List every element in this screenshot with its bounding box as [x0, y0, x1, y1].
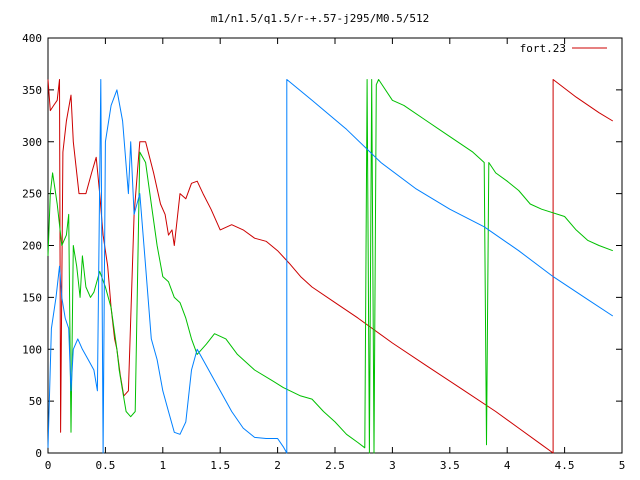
y-tick-label: 400 [22, 32, 42, 45]
y-tick-label: 150 [22, 291, 42, 304]
x-tick-label: 1 [159, 459, 166, 472]
x-tick-label: 2.5 [325, 459, 345, 472]
plot-frame [47, 37, 623, 454]
x-tick-label: 0.5 [95, 459, 115, 472]
series-line-3 [47, 79, 614, 454]
x-tick-label: 4 [504, 459, 511, 472]
x-axis-ticks: 0 0.5 1 1.5 2 2.5 3 3.5 4 4.5 5 [45, 38, 626, 472]
plot-border [47, 37, 623, 454]
y-tick-label: 50 [29, 395, 42, 408]
legend-entry-label: fort.23 [520, 42, 566, 55]
x-tick-label: 0 [45, 459, 52, 472]
y-axis-ticks: 0 50 100 150 200 250 300 350 400 [22, 32, 622, 460]
y-tick-label: 200 [22, 240, 42, 253]
x-tick-label: 3.5 [440, 459, 460, 472]
y-tick-label: 100 [22, 343, 42, 356]
series-line-2 [47, 79, 613, 454]
x-tick-label: 2 [274, 459, 281, 472]
legend: fort.23 [520, 42, 607, 55]
x-tick-label: 1.5 [210, 459, 230, 472]
y-tick-label: 300 [22, 136, 42, 149]
x-tick-label: 3 [389, 459, 396, 472]
x-tick-label: 4.5 [555, 459, 575, 472]
chart-title: m1/n1.5/q1.5/r-+.57-j295/M0.5/512 [211, 12, 430, 25]
series-line-1 [47, 79, 614, 454]
y-tick-label: 0 [35, 447, 42, 460]
series-layer [47, 79, 614, 454]
y-tick-label: 350 [22, 84, 42, 97]
x-tick-label: 5 [619, 459, 626, 472]
y-tick-label: 250 [22, 188, 42, 201]
